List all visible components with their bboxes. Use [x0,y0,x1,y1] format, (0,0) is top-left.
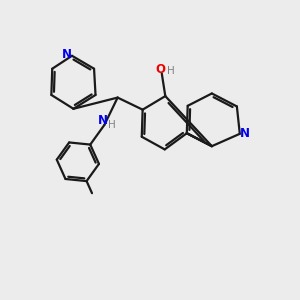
Text: O: O [155,63,165,76]
Text: H: H [108,120,116,130]
Text: H: H [167,66,175,76]
Text: N: N [240,127,250,140]
Text: N: N [62,48,72,61]
Text: N: N [98,114,108,127]
